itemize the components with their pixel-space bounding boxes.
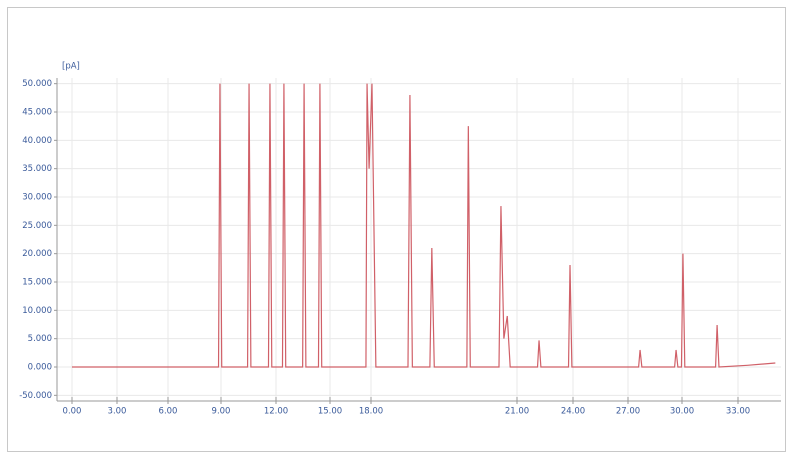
grid-layer bbox=[57, 78, 781, 401]
x-tick-label: 3.00 bbox=[108, 407, 127, 417]
y-tick-label: 45.000 bbox=[22, 108, 52, 118]
x-tick-label: 24.00 bbox=[561, 407, 585, 417]
y-axis-title: [pA] bbox=[62, 62, 80, 72]
x-tick-label: 12.00 bbox=[264, 407, 288, 417]
x-tick-label: 30.00 bbox=[670, 407, 694, 417]
x-tick-label: 6.00 bbox=[159, 407, 178, 417]
y-tick-label: -50.000 bbox=[19, 391, 52, 401]
x-tick-label: 27.00 bbox=[616, 407, 640, 417]
x-tick-label: 9.00 bbox=[212, 407, 231, 417]
y-tick-label: 20.000 bbox=[22, 249, 52, 259]
y-tick-label: 25.000 bbox=[22, 221, 52, 231]
y-tick-label: 5.000 bbox=[28, 334, 52, 344]
x-tick-label: 0.00 bbox=[63, 407, 82, 417]
x-tick-label: 15.00 bbox=[318, 407, 342, 417]
y-tick-label: 30.000 bbox=[22, 193, 52, 203]
trace bbox=[72, 83, 776, 368]
x-tick-label: 21.00 bbox=[505, 407, 529, 417]
y-tick-label: 35.000 bbox=[22, 164, 52, 174]
x-tick-label: 18.00 bbox=[359, 407, 383, 417]
frame bbox=[7, 7, 786, 452]
y-tick-label: 10.000 bbox=[22, 306, 52, 316]
y-tick-label: 15.000 bbox=[22, 278, 52, 288]
y-tick-label: 40.000 bbox=[22, 136, 52, 146]
x-tick-label: 33.00 bbox=[726, 407, 750, 417]
y-tick-label: 0.000 bbox=[28, 363, 52, 373]
y-tick-label: 50.000 bbox=[22, 79, 52, 89]
